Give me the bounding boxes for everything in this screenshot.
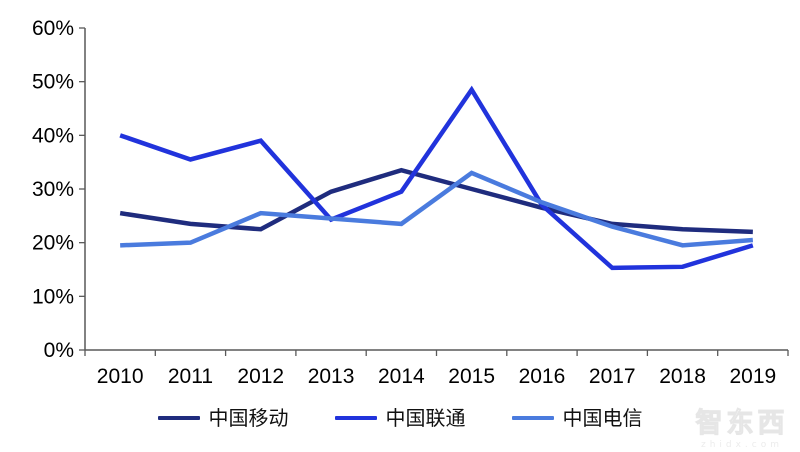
- x-tick-label: 2011: [168, 365, 213, 388]
- legend-label-china-mobile: 中国移动: [208, 406, 289, 430]
- x-tick-label: 2018: [659, 365, 706, 388]
- x-tick-label: 2014: [378, 365, 425, 388]
- x-tick-label: 2017: [589, 365, 636, 388]
- y-tick-label: 30%: [32, 178, 74, 201]
- line-chart-canvas: 0% 10% 20% 30% 40% 50% 60% 2010 2011 2012 2013 2014…: [32, 17, 789, 388]
- y-tick-label: 60%: [32, 17, 74, 40]
- legend-item-china-mobile: 中国移动: [157, 406, 289, 430]
- y-tick-label: 20%: [32, 232, 74, 255]
- x-tick-label: 2015: [448, 365, 495, 388]
- legend-line-swatch-china-telecom: [511, 416, 554, 420]
- x-tick-label: 2019: [729, 365, 776, 388]
- y-tick-label: 50%: [32, 71, 74, 94]
- legend-item-china-telecom: 中国电信: [511, 406, 643, 430]
- watermark-url-text: zhidx.com: [700, 440, 784, 450]
- series-line-中国电信: [120, 170, 754, 248]
- series-line-中国联通: [119, 85, 754, 271]
- chart-legend: 中国移动 中国联通 中国电信: [0, 408, 800, 428]
- legend-line-swatch-china-mobile: [157, 416, 200, 420]
- legend-item-china-unicom: 中国联通: [334, 406, 466, 430]
- y-tick-label: 0%: [44, 339, 74, 362]
- legend-label-china-unicom: 中国联通: [385, 406, 466, 430]
- x-tick-label: 2012: [237, 365, 284, 388]
- x-tick-label: 2013: [308, 365, 355, 388]
- legend-line-swatch-china-unicom: [334, 416, 377, 420]
- x-tick-label: 2010: [97, 365, 144, 388]
- y-tick-label: 40%: [32, 124, 74, 147]
- y-tick-label: 10%: [32, 285, 74, 308]
- legend-label-china-telecom: 中国电信: [562, 406, 643, 430]
- x-tick-label: 2016: [519, 365, 566, 388]
